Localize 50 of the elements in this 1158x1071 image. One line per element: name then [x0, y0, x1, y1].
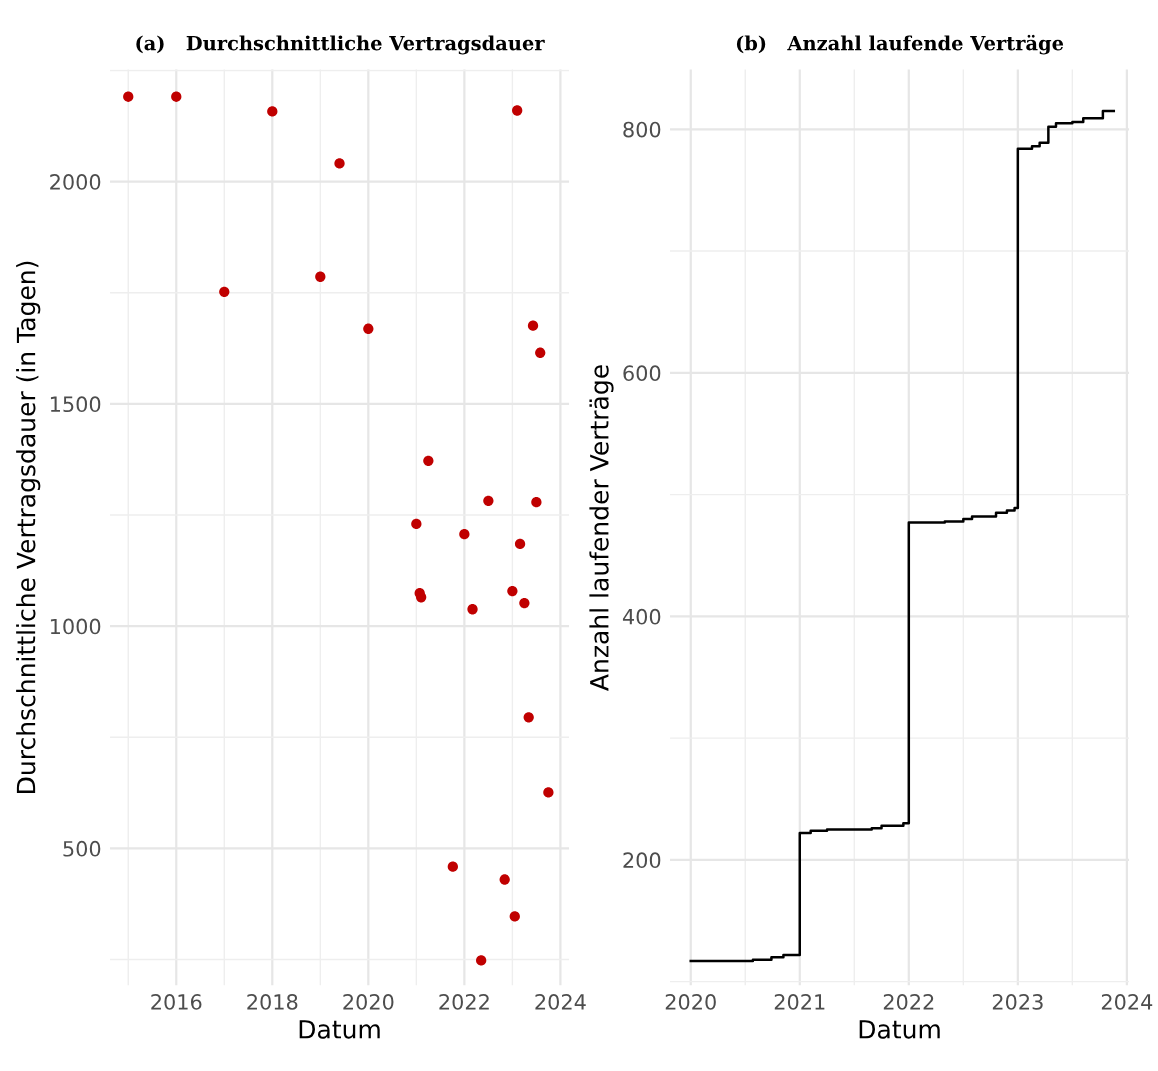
y-tick-label: 400	[622, 608, 661, 625]
x-tick-label: 2020	[665, 994, 716, 1010]
y-tick-label: 1000	[50, 618, 101, 635]
point	[363, 323, 374, 334]
point	[527, 320, 539, 331]
point	[447, 861, 458, 872]
chart-title: (b) Anzahl laufende Verträge	[736, 34, 1064, 55]
point	[512, 105, 523, 116]
point	[459, 528, 470, 540]
point	[519, 597, 530, 609]
point	[267, 106, 278, 117]
point	[123, 91, 134, 102]
y-tick-label: 1500	[50, 396, 101, 413]
point	[416, 592, 427, 603]
x-tick-label: 2020	[343, 994, 394, 1010]
x-tick-label: 2024	[535, 994, 586, 1010]
x-tick-label: 2022	[439, 994, 489, 1010]
point	[509, 911, 520, 922]
y-tick-label: 500	[63, 840, 101, 857]
x-tick-label: 2022	[883, 994, 934, 1010]
y-tick-label: 2000	[50, 174, 101, 190]
point	[171, 91, 182, 102]
x-tick-label: 2016	[151, 994, 202, 1010]
y-tick-label: 200	[623, 852, 661, 869]
point	[219, 286, 230, 298]
point	[523, 712, 534, 723]
y-axis-title: Anzahl laufender Verträge	[589, 365, 614, 691]
point	[499, 874, 510, 885]
x-axis-title: Datum	[299, 1020, 380, 1039]
x-axis-title: Datum	[859, 1020, 940, 1039]
x-tick-label: 2018	[247, 994, 298, 1010]
point	[543, 787, 554, 798]
y-axis-title: Durchschnittliche Vertragsdauer (in Tagen)	[16, 261, 41, 793]
point	[423, 455, 434, 466]
x-tick-label: 2024	[1101, 994, 1153, 1010]
x-tick-label: 2023	[992, 994, 1043, 1010]
point	[514, 538, 526, 550]
x-tick-label: 2021	[774, 994, 825, 1010]
point	[334, 158, 345, 169]
point	[535, 347, 546, 358]
y-tick-label: 800	[623, 121, 661, 138]
point	[507, 585, 518, 597]
point	[467, 604, 478, 615]
y-tick-label: 600	[623, 365, 661, 382]
point	[315, 271, 326, 282]
point	[476, 955, 487, 966]
point	[483, 495, 494, 506]
point	[411, 518, 422, 530]
point	[531, 496, 542, 508]
chart-title: (a) Durchschnittliche Vertragsdauer	[136, 35, 545, 55]
